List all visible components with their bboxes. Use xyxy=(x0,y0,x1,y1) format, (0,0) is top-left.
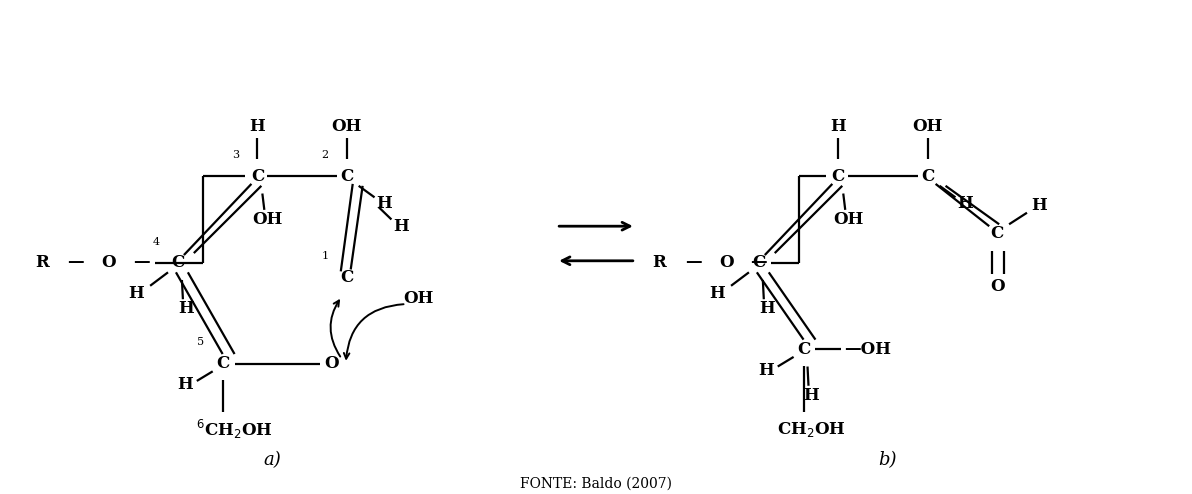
Text: H: H xyxy=(129,285,144,302)
Text: $^6$CH$_2$OH: $^6$CH$_2$OH xyxy=(197,417,273,441)
Text: R: R xyxy=(35,254,49,271)
Text: OH: OH xyxy=(913,118,943,135)
Text: 3: 3 xyxy=(232,150,240,160)
Text: FONTE: Baldo (2007): FONTE: Baldo (2007) xyxy=(520,477,672,491)
Text: 2: 2 xyxy=(322,150,329,160)
Text: H: H xyxy=(957,195,974,211)
Text: O: O xyxy=(719,254,733,271)
Text: C: C xyxy=(991,225,1004,243)
Text: O: O xyxy=(101,254,116,271)
Text: C: C xyxy=(250,168,263,185)
Text: OH: OH xyxy=(253,211,283,228)
Text: H: H xyxy=(249,118,266,135)
Text: 1: 1 xyxy=(322,251,329,261)
Text: C: C xyxy=(340,269,353,286)
Text: O: O xyxy=(989,278,1005,295)
Text: H: H xyxy=(377,195,392,211)
Text: C: C xyxy=(340,168,353,185)
Text: C: C xyxy=(921,168,935,185)
Text: H: H xyxy=(178,376,193,393)
Text: H: H xyxy=(1031,197,1047,213)
Text: —: — xyxy=(68,254,83,271)
Text: C: C xyxy=(832,168,845,185)
Text: OH: OH xyxy=(403,290,434,307)
Text: a): a) xyxy=(263,451,281,469)
Text: OH: OH xyxy=(833,211,863,228)
Text: H: H xyxy=(758,362,774,379)
Text: b): b) xyxy=(879,451,898,469)
Text: CH$_2$OH: CH$_2$OH xyxy=(777,419,846,439)
Text: H: H xyxy=(709,285,725,302)
Text: C: C xyxy=(172,254,185,271)
Text: H: H xyxy=(803,387,819,404)
Text: OH: OH xyxy=(331,118,362,135)
Text: —: — xyxy=(751,254,768,271)
Text: 5: 5 xyxy=(197,337,204,347)
Text: H: H xyxy=(393,218,409,235)
Text: O: O xyxy=(324,355,340,372)
Text: H: H xyxy=(759,300,775,317)
Text: —: — xyxy=(132,254,149,271)
Text: R: R xyxy=(653,254,666,271)
Text: 4: 4 xyxy=(153,237,160,247)
Text: H: H xyxy=(178,300,194,317)
Text: C: C xyxy=(797,341,811,358)
Text: C: C xyxy=(216,355,229,372)
Text: H: H xyxy=(831,118,846,135)
Text: —: — xyxy=(685,254,702,271)
Text: C: C xyxy=(752,254,765,271)
Text: —OH: —OH xyxy=(845,341,892,358)
